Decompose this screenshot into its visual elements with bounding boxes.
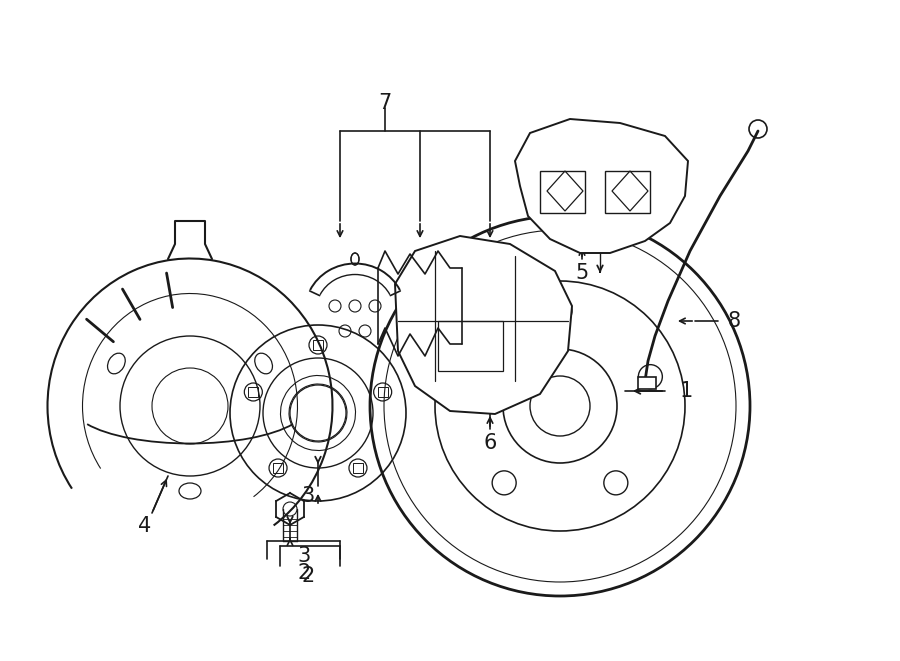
Bar bbox=[353, 463, 363, 473]
Polygon shape bbox=[395, 236, 572, 414]
Bar bbox=[605, 171, 650, 213]
Text: 6: 6 bbox=[483, 433, 497, 453]
Text: 1: 1 bbox=[680, 381, 693, 401]
Text: 2: 2 bbox=[297, 563, 310, 583]
Bar bbox=[540, 171, 585, 213]
Text: 8: 8 bbox=[728, 311, 741, 331]
Text: 3: 3 bbox=[297, 546, 310, 566]
Bar bbox=[378, 387, 388, 397]
Text: 4: 4 bbox=[139, 516, 151, 536]
Bar bbox=[273, 463, 283, 473]
Bar bbox=[248, 387, 258, 397]
Text: 2: 2 bbox=[302, 566, 315, 586]
Text: 3: 3 bbox=[302, 486, 315, 506]
Polygon shape bbox=[515, 119, 688, 253]
Text: 7: 7 bbox=[378, 93, 392, 113]
Bar bbox=[438, 321, 503, 371]
Bar bbox=[313, 340, 323, 350]
Bar bbox=[638, 377, 656, 389]
Text: 5: 5 bbox=[575, 263, 589, 283]
